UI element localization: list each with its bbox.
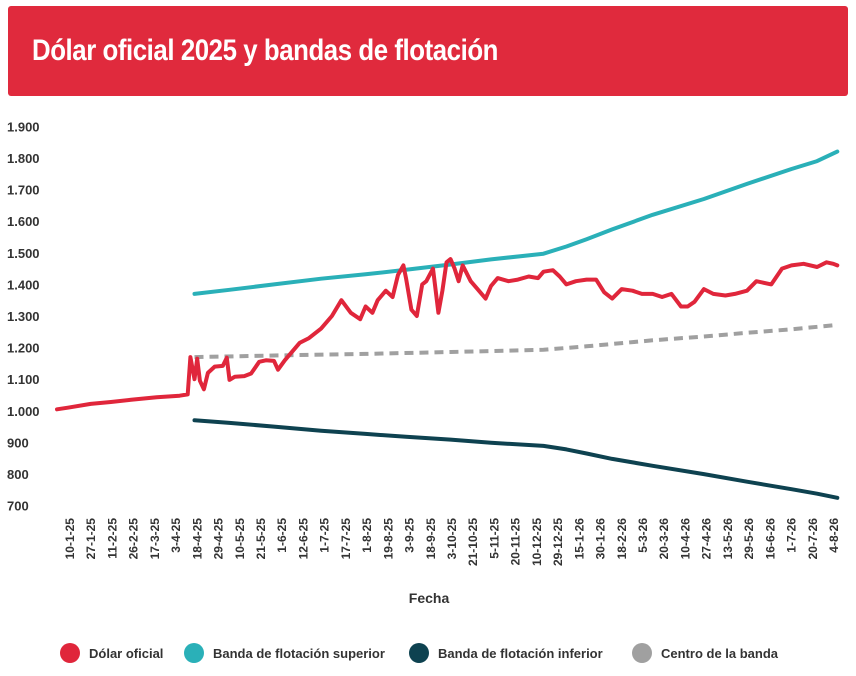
y-tick-label: 800 [7, 467, 29, 482]
x-tick-label: 5-3-26 [636, 518, 650, 553]
legend-swatch [60, 643, 80, 663]
x-tick-label: 20-7-26 [806, 518, 820, 560]
legend-label: Banda de flotación inferior [438, 645, 603, 661]
x-tick-label: 21-5-25 [254, 518, 268, 560]
x-tick-label: 18-2-26 [615, 518, 629, 560]
chart-legend: Dólar oficial Banda de flotación superior… [0, 640, 856, 666]
x-tick-label: 18-9-25 [424, 518, 438, 560]
series-line-2 [192, 418, 840, 500]
x-tick-label: 3-9-25 [403, 518, 417, 553]
x-tick-label: 16-6-26 [763, 518, 777, 560]
x-tick-label: 12-6-25 [296, 518, 310, 560]
series-line-3 [194, 322, 838, 360]
x-tick-label: 10-4-26 [678, 518, 692, 560]
x-tick-label: 27-4-26 [700, 518, 714, 560]
x-tick-label: 11-2-25 [105, 518, 119, 559]
y-tick-label: 1.400 [7, 277, 40, 292]
legend-swatch [632, 643, 652, 663]
x-tick-label: 20-3-26 [657, 518, 671, 560]
x-tick-label: 1-7-26 [785, 518, 799, 553]
y-tick-label: 1.600 [7, 214, 40, 229]
x-tick-label: 26-2-25 [127, 518, 141, 560]
legend-label: Centro de la banda [661, 645, 779, 661]
y-tick-label: 1.800 [7, 151, 40, 166]
x-tick-label: 3-4-25 [169, 518, 183, 553]
y-tick-label: 700 [7, 499, 29, 514]
x-tick-label: 19-8-25 [381, 518, 395, 560]
x-tick-label: 17-7-25 [339, 518, 353, 560]
x-tick-label: 1-8-25 [360, 518, 374, 553]
x-tick-label: 20-11-25 [509, 518, 523, 566]
x-tick-label: 13-5-26 [721, 518, 735, 560]
x-tick-label: 1-6-25 [275, 518, 289, 553]
chart-title: Dólar oficial 2025 y bandas de flotación [32, 34, 498, 67]
legend-label: Banda de flotación superior [213, 645, 385, 661]
y-tick-label: 1.200 [7, 341, 40, 356]
legend-item[interactable]: Dólar oficial [60, 640, 163, 666]
x-tick-label: 29-4-25 [212, 518, 226, 560]
line-chart: 700 800 900 1.000 1.100 1.200 1.300 1.400 1.500 1… [7, 119, 841, 606]
x-tick-label: 4-8-26 [827, 518, 841, 553]
y-tick-label: 900 [7, 435, 29, 450]
x-tick-label: 18-4-25 [190, 518, 204, 560]
y-tick-label: 1.100 [7, 372, 40, 387]
legend-item[interactable]: Banda de flotación superior [184, 640, 385, 666]
y-tick-label: 1.500 [7, 246, 40, 261]
y-tick-label: 1.300 [7, 309, 40, 324]
legend-swatch [184, 643, 204, 663]
x-tick-label: 15-1-26 [572, 518, 586, 560]
y-tick-label: 1.000 [7, 404, 40, 419]
legend-item[interactable]: Centro de la banda [632, 640, 778, 666]
legend-item[interactable]: Banda de flotación inferior [409, 640, 603, 666]
x-tick-label: 29-5-26 [742, 518, 756, 560]
x-tick-label: 30-1-26 [594, 518, 608, 560]
x-tick-label: 27-1-25 [84, 518, 98, 560]
x-tick-label: 10-5-25 [233, 518, 247, 560]
x-tick-label: 29-12-25 [551, 518, 565, 566]
x-tick-label: 10-12-25 [530, 518, 544, 566]
x-tick-label: 17-3-25 [148, 518, 162, 560]
series-line-1 [192, 149, 840, 296]
x-tick-label: 5-11-25 [487, 518, 501, 559]
series-line-0 [55, 257, 840, 412]
x-tick-label: 3-10-25 [445, 518, 459, 560]
x-tick-label: 10-1-25 [63, 518, 77, 560]
y-tick-label: 1.700 [7, 183, 40, 198]
x-tick-label: 21-10-25 [466, 518, 480, 566]
title-banner: Dólar oficial 2025 y bandas de flotación [8, 6, 848, 96]
legend-swatch [409, 643, 429, 663]
x-axis-title: Fecha [409, 590, 450, 606]
legend-label: Dólar oficial [89, 645, 164, 661]
x-tick-label: 1-7-25 [318, 518, 332, 553]
y-tick-label: 1.900 [7, 119, 40, 134]
